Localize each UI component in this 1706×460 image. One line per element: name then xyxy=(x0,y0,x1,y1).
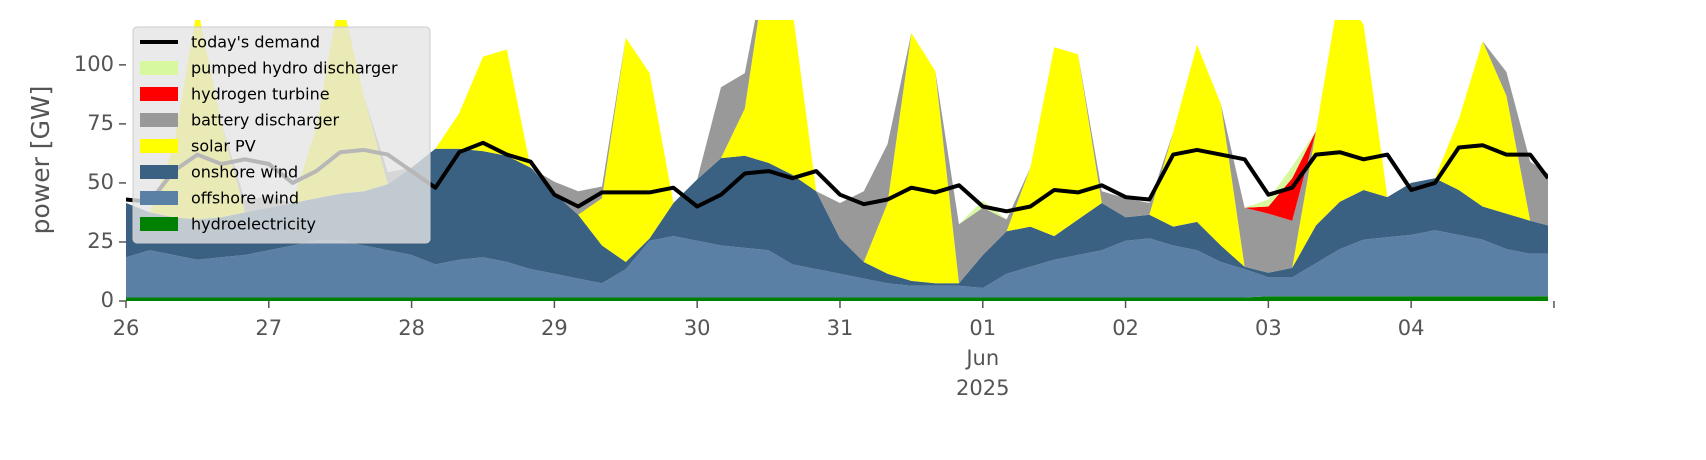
legend-patch xyxy=(140,217,178,231)
axes: 0 25 50 75 100 26 27 28 29 30 31 01 Jun 2025 02 03 04 xyxy=(74,52,1555,400)
x-month-label: Jun xyxy=(964,346,999,370)
y-axis-label: power [GW] xyxy=(26,86,55,235)
legend-label: solar PV xyxy=(191,137,256,156)
legend-patch xyxy=(140,191,178,205)
legend-box xyxy=(132,26,431,244)
y-tick-label: 75 xyxy=(87,111,114,135)
plot-area xyxy=(126,20,1548,301)
x-tick-label: 27 xyxy=(255,316,282,340)
y-tick-label: 0 xyxy=(101,288,114,312)
legend-label: hydrogen turbine xyxy=(191,85,330,104)
legend-patch xyxy=(140,87,178,101)
x-tick-label: 28 xyxy=(398,316,425,340)
x-tick-label: 31 xyxy=(827,316,854,340)
area xyxy=(126,230,1548,298)
y-tick-label: 25 xyxy=(87,229,114,253)
x-tick-label: 30 xyxy=(684,316,711,340)
legend: today's demand pumped hydro discharger hyd… xyxy=(132,26,431,244)
y-tick-label: 50 xyxy=(87,170,114,194)
area xyxy=(126,296,1548,301)
legend-label: today's demand xyxy=(191,33,320,52)
legend-label: hydroelectricity xyxy=(191,215,316,234)
legend-label: offshore wind xyxy=(191,189,299,208)
legend-label: battery discharger xyxy=(191,111,339,130)
area xyxy=(126,20,1548,284)
x-tick-label: 01 xyxy=(969,316,996,340)
area xyxy=(126,148,1548,288)
legend-label: pumped hydro discharger xyxy=(191,59,398,78)
x-tick-label: 29 xyxy=(541,316,568,340)
x-tick-label: 26 xyxy=(113,316,140,340)
area xyxy=(126,20,1548,284)
legend-patch xyxy=(140,165,178,179)
x-tick-label: 04 xyxy=(1398,316,1425,340)
x-year-label: 2025 xyxy=(956,376,1009,400)
legend-label: onshore wind xyxy=(191,163,298,182)
x-tick-label: 02 xyxy=(1112,316,1139,340)
y-tick-label: 100 xyxy=(74,52,114,76)
x-tick-label: 03 xyxy=(1255,316,1282,340)
legend-patch xyxy=(140,139,178,153)
legend-patch xyxy=(140,113,178,127)
legend-patch xyxy=(140,61,178,75)
